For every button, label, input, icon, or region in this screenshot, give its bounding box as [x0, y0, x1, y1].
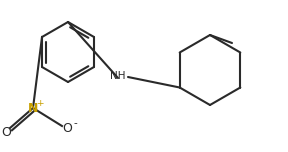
- Text: N: N: [28, 102, 38, 114]
- Text: +: +: [36, 98, 44, 107]
- Text: -: -: [73, 118, 77, 128]
- Text: O: O: [1, 126, 11, 138]
- Text: NH: NH: [110, 71, 126, 81]
- Text: O: O: [62, 123, 72, 135]
